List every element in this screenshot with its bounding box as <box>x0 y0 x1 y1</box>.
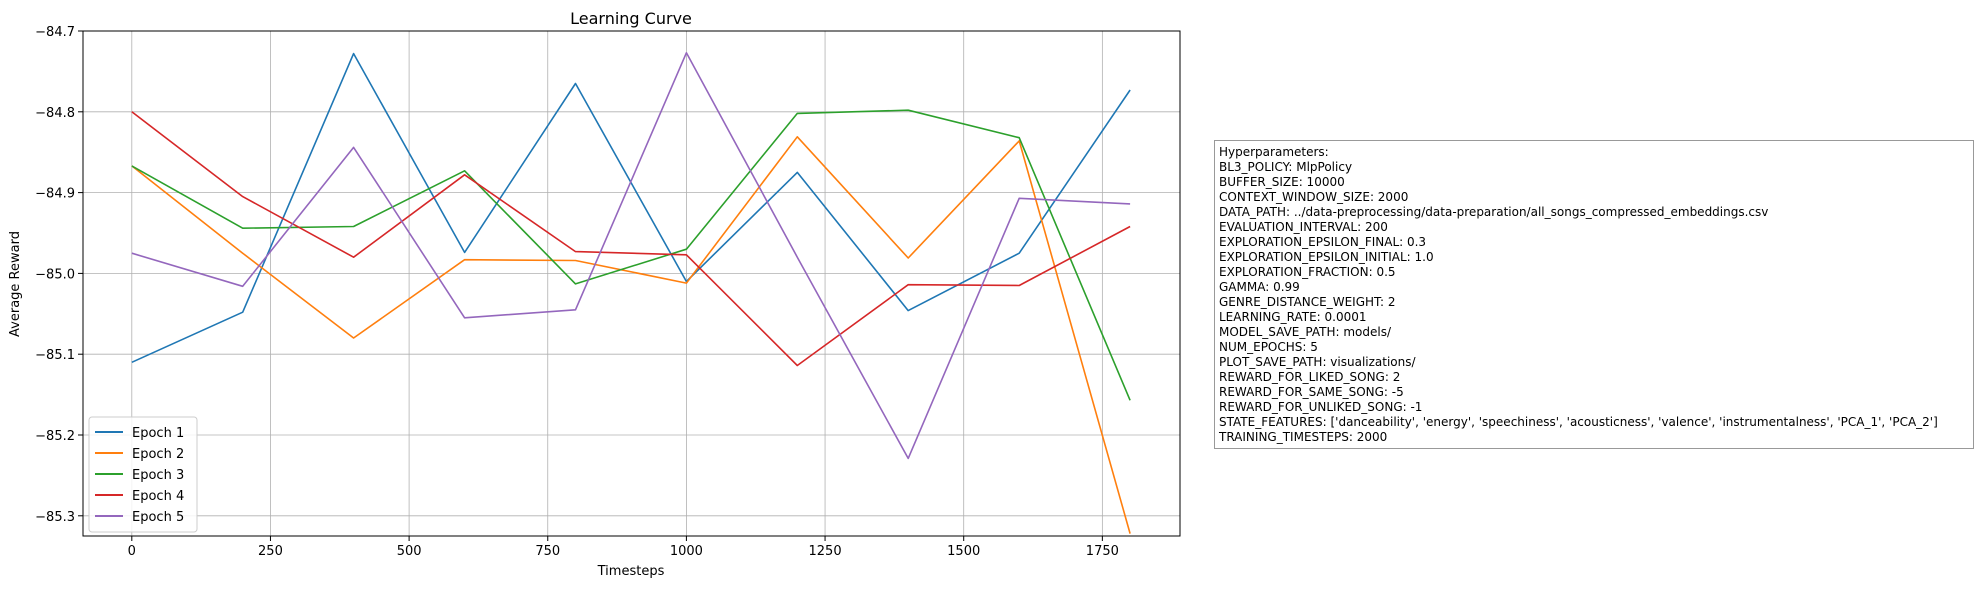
y-tick-label: −84.9 <box>35 187 75 202</box>
y-tick-label: −85.3 <box>35 510 75 525</box>
hyperparameter-line: GENRE_DISTANCE_WEIGHT: 2 <box>1219 295 1396 309</box>
hyperparameter-line: EVALUATION_INTERVAL: 200 <box>1219 220 1388 234</box>
legend-label: Epoch 3 <box>132 468 184 483</box>
hyperparameter-line: TRAINING_TIMESTEPS: 2000 <box>1219 430 1388 444</box>
series-line-epoch-5 <box>131 51 1131 460</box>
series-lines <box>131 51 1131 534</box>
hyperparameter-line: LEARNING_RATE: 0.0001 <box>1219 310 1367 324</box>
hyperparameter-line: NUM_EPOCHS: 5 <box>1219 340 1318 354</box>
y-tick-label: −85.0 <box>35 267 75 282</box>
x-tick-label: 1500 <box>947 544 980 559</box>
series-line-epoch-4 <box>131 111 1131 367</box>
hyperparameter-line: MODEL_SAVE_PATH: models/ <box>1219 325 1391 339</box>
chart-title: Learning Curve <box>570 9 692 28</box>
hyperparameter-line: BUFFER_SIZE: 10000 <box>1219 175 1345 189</box>
hyperparameters-box: Hyperparameters: BL3_POLICY: MlpPolicy BU… <box>1214 140 1974 449</box>
hyperparameter-line: EXPLORATION_EPSILON_FINAL: 0.3 <box>1219 235 1427 249</box>
hyperparameter-line: GAMMA: 0.99 <box>1219 280 1300 294</box>
legend: Epoch 1 Epoch 2 Epoch 3 Epoch 4 Epoch 5 <box>88 416 198 533</box>
grid-lines <box>83 30 1180 536</box>
series-line-epoch-3 <box>131 109 1131 401</box>
x-tick-label: 500 <box>397 544 422 559</box>
hyperparameter-line: REWARD_FOR_LIKED_SONG: 2 <box>1219 370 1401 384</box>
hyperparameters-heading: Hyperparameters: <box>1219 145 1329 159</box>
x-tick-label: 750 <box>535 544 560 559</box>
legend-label: Epoch 1 <box>132 426 184 441</box>
hyperparameter-line: REWARD_FOR_SAME_SONG: -5 <box>1219 385 1404 399</box>
y-tick-label: −84.7 <box>35 25 75 40</box>
hyperparameter-line: DATA_PATH: ../data-preprocessing/data-pr… <box>1219 205 1769 219</box>
y-tick-label: −84.8 <box>35 106 75 121</box>
x-tick-label: 1000 <box>670 544 703 559</box>
hyperparameter-line: BL3_POLICY: MlpPolicy <box>1219 160 1353 174</box>
y-tick-label: −85.2 <box>35 429 75 444</box>
hyperparameter-line: EXPLORATION_FRACTION: 0.5 <box>1219 265 1396 279</box>
hyperparameter-line: STATE_FEATURES: ['danceability', 'energy… <box>1219 415 1938 429</box>
x-tick-label: 250 <box>258 544 283 559</box>
plot-area-frame <box>82 30 1181 537</box>
hyperparameter-line: REWARD_FOR_UNLIKED_SONG: -1 <box>1219 400 1423 414</box>
series-line-epoch-1 <box>131 52 1131 364</box>
y-axis-label: Average Reward <box>8 231 23 337</box>
hyperparameter-line: PLOT_SAVE_PATH: visualizations/ <box>1219 355 1416 369</box>
x-axis-label: Timesteps <box>597 564 665 579</box>
hyperparameter-line: CONTEXT_WINDOW_SIZE: 2000 <box>1219 190 1409 204</box>
y-axis-ticks: −84.7 −84.8 −84.9 −85.0 −85.1 −85.2 −85.3 <box>35 25 83 525</box>
y-tick-label: −85.1 <box>35 348 75 363</box>
series-line-epoch-2 <box>131 136 1131 534</box>
hyperparameters-list: BL3_POLICY: MlpPolicy BUFFER_SIZE: 10000 C… <box>1219 160 1969 445</box>
x-axis-ticks: 0 250 500 750 1000 1250 1500 1750 <box>128 536 1119 559</box>
x-tick-label: 1250 <box>809 544 842 559</box>
legend-box <box>88 416 198 533</box>
legend-label: Epoch 2 <box>132 447 184 462</box>
hyperparameter-line: EXPLORATION_EPSILON_INITIAL: 1.0 <box>1219 250 1434 264</box>
legend-label: Epoch 4 <box>132 489 184 504</box>
x-tick-label: 0 <box>128 544 136 559</box>
x-tick-label: 1750 <box>1086 544 1119 559</box>
legend-label: Epoch 5 <box>132 510 184 525</box>
